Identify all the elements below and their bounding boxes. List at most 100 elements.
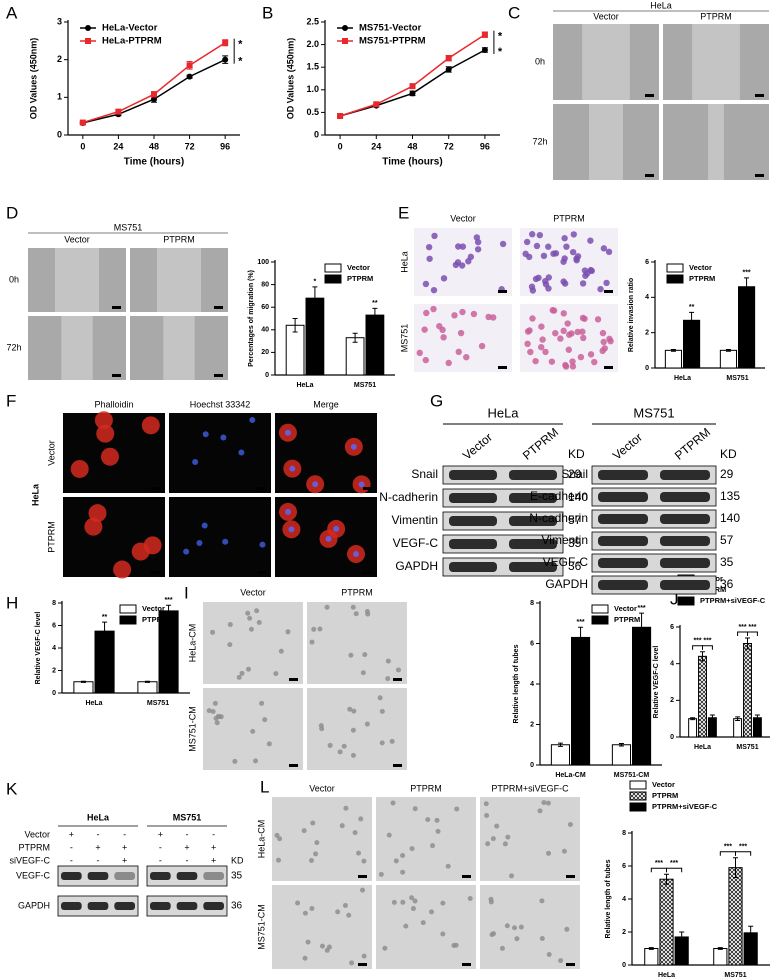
micrograph — [272, 797, 372, 881]
cell — [455, 348, 462, 356]
cell — [220, 434, 227, 441]
kd-value: 29 — [568, 467, 582, 481]
cell — [542, 277, 549, 285]
error-bar — [700, 651, 705, 662]
cell — [259, 541, 266, 548]
y-tick-label: 0 — [670, 734, 674, 741]
error-bar — [725, 348, 731, 352]
column-label: PTPRM — [700, 11, 732, 21]
cell — [314, 840, 320, 846]
y-tick-label: 0 — [57, 129, 62, 139]
protein-label: N-cadherin — [379, 490, 438, 504]
cell — [452, 261, 460, 269]
bar — [738, 286, 756, 369]
cell — [561, 235, 568, 242]
cell — [440, 900, 446, 906]
cell — [548, 358, 556, 365]
y-tick-label: 20 — [261, 349, 269, 356]
cell — [463, 353, 470, 361]
y-tick-label: 100 — [257, 259, 269, 266]
band — [176, 872, 198, 880]
micrograph — [480, 797, 580, 881]
annotation: * — [498, 46, 503, 58]
cell — [579, 328, 586, 335]
scale-bar — [358, 875, 367, 878]
cell — [276, 857, 282, 863]
error-bar — [292, 318, 298, 333]
blot-title: MS751 — [633, 405, 674, 420]
micrograph — [520, 228, 618, 296]
cell — [577, 353, 585, 361]
band — [509, 516, 557, 526]
scale-bar — [462, 963, 471, 966]
bar — [743, 643, 752, 738]
cell — [499, 240, 507, 248]
cell — [514, 936, 520, 942]
wound-gap — [589, 104, 623, 180]
cell — [113, 560, 132, 579]
cell — [552, 329, 559, 337]
row-label: HeLa-CM — [187, 624, 197, 663]
cell — [346, 912, 352, 918]
nucleus — [325, 535, 332, 542]
y-tick-label: 6 — [670, 624, 674, 631]
x-tick-label: 48 — [149, 141, 159, 151]
band — [509, 562, 557, 572]
cell — [347, 706, 353, 712]
y-tick-label: 6 — [622, 863, 626, 870]
y-tick-label: 2 — [52, 667, 56, 674]
y-tick-label: 0 — [265, 372, 269, 379]
cell — [465, 258, 472, 265]
cell — [311, 626, 317, 632]
error-bar — [690, 717, 696, 721]
bracket — [737, 631, 748, 636]
error-bar — [733, 857, 738, 879]
lane-label: Vector — [460, 430, 495, 463]
cell — [455, 243, 462, 250]
cell — [337, 749, 343, 755]
cell — [597, 285, 604, 293]
marker — [409, 83, 416, 90]
cell — [490, 314, 497, 321]
legend-label: PTPRM — [652, 791, 678, 800]
cell — [196, 539, 203, 546]
error-bar — [352, 332, 358, 343]
cell — [587, 351, 595, 358]
marker — [115, 108, 122, 115]
x-tick-label: 48 — [407, 141, 417, 151]
cell — [539, 336, 546, 343]
y-tick-label: 3 — [57, 16, 62, 26]
legend-swatch — [119, 615, 137, 625]
significance: * — [314, 279, 317, 286]
bracket — [719, 851, 736, 856]
x-tick-label: MS751 — [354, 382, 376, 389]
bar — [285, 324, 305, 376]
legend-label: PTPRM — [614, 615, 640, 624]
cell — [605, 248, 613, 256]
marker — [85, 38, 91, 44]
sign: - — [70, 842, 73, 852]
row-label: 0h — [535, 56, 545, 66]
row-label: HeLa-CM — [256, 820, 266, 859]
cell — [84, 517, 103, 536]
panel-label: H — [6, 593, 18, 612]
y-tick-label: 2 — [530, 721, 534, 728]
condition-label: siVEGF-C — [10, 855, 51, 865]
series-line — [82, 42, 226, 124]
blot-title: HeLa — [87, 812, 110, 822]
cell — [563, 243, 570, 250]
y-tick-label: 2 — [57, 54, 62, 64]
kd-value: 35 — [568, 536, 582, 550]
band — [87, 902, 109, 910]
cell — [352, 830, 358, 836]
bracket-label: *** — [693, 638, 701, 645]
cell — [210, 708, 216, 714]
y-axis-label: OD Values (450nm) — [28, 38, 38, 120]
nucleus — [289, 465, 296, 472]
cell — [430, 286, 438, 294]
column-label: PTPRM — [163, 234, 195, 244]
column-label: Vector — [240, 587, 266, 597]
cell — [247, 615, 253, 621]
cell — [214, 720, 220, 726]
scale-bar — [393, 678, 402, 681]
